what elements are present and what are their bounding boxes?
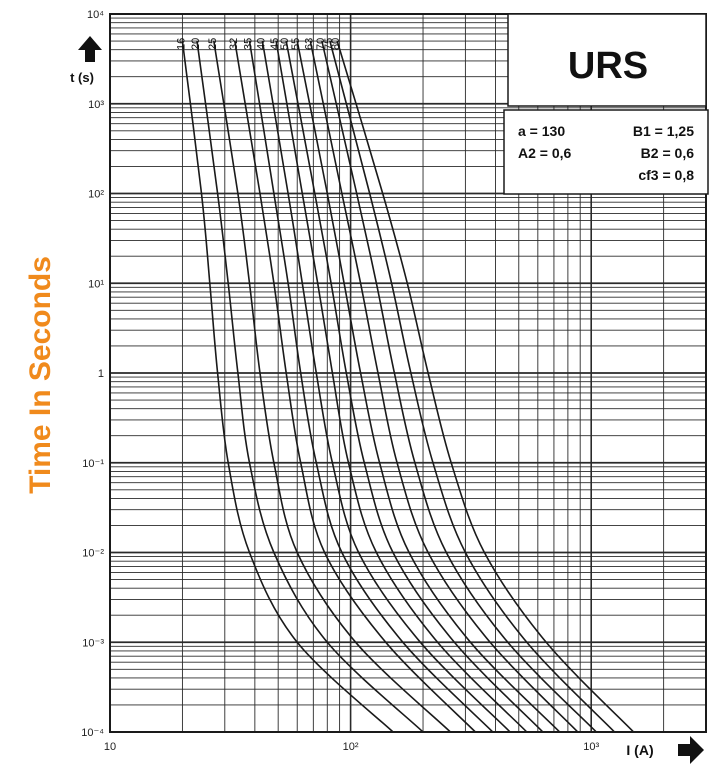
y-tick-label: 10² — [88, 189, 104, 201]
y-tick-label: 10⁻¹ — [82, 458, 104, 470]
curve-label-80: 80 — [330, 38, 342, 50]
curve-label-20: 20 — [190, 38, 202, 50]
curve-80 — [336, 40, 635, 733]
x-tick-label: 10³ — [583, 741, 599, 753]
curve-label-16: 16 — [175, 38, 187, 50]
curve-20 — [196, 40, 424, 733]
curve-32 — [234, 40, 476, 733]
param-a2: A2 = 0,6 — [518, 145, 572, 161]
curve-40 — [261, 40, 511, 733]
curve-16 — [181, 40, 394, 733]
curve-55 — [296, 40, 561, 733]
curve-label-32: 32 — [228, 38, 240, 50]
curve-50 — [285, 40, 544, 733]
y-tick-label: 10⁻³ — [82, 637, 104, 649]
curve-75 — [329, 40, 616, 733]
chart-title: URS — [568, 45, 648, 87]
arrow-up-icon — [78, 36, 102, 62]
curve-45 — [275, 40, 528, 733]
y-tick-label: 1 — [98, 368, 104, 380]
curve-25 — [213, 40, 451, 733]
x-tick-label: 10 — [104, 741, 116, 753]
curve-label-55: 55 — [290, 38, 302, 50]
curve-label-25: 25 — [207, 38, 219, 50]
curve-label-75: 75 — [323, 38, 335, 50]
y-tick-label: 10¹ — [88, 278, 104, 290]
curve-label-35: 35 — [243, 38, 255, 50]
curve-label-63: 63 — [303, 38, 315, 50]
x-axis-label: I (A) — [626, 742, 653, 758]
curve-label-70: 70 — [315, 38, 327, 50]
y-tick-labels: 10⁴ 10³ 10² 10¹ 1 10⁻¹ 10⁻² 10⁻³ 10⁻⁴ — [81, 9, 104, 739]
param-b1: B1 = 1,25 — [633, 123, 694, 139]
x-tick-labels: 10 10² 10³ — [104, 741, 600, 753]
side-axis-title: Time In Seconds — [24, 256, 57, 494]
y-tick-label: 10⁴ — [87, 9, 104, 21]
tripping-curves — [181, 40, 635, 733]
y-axis-label: t (s) — [70, 70, 94, 85]
param-a: a = 130 — [518, 123, 565, 139]
curve-label-40: 40 — [255, 38, 267, 50]
curve-label-50: 50 — [279, 38, 291, 50]
parameter-box: a = 130 B1 = 1,25 A2 = 0,6 B2 = 0,6 cf3 … — [503, 109, 709, 195]
y-tick-label: 10⁻² — [82, 548, 104, 560]
param-b2: B2 = 0,6 — [641, 145, 695, 161]
arrow-right-icon — [678, 736, 704, 764]
curve-35 — [248, 40, 494, 733]
curve-70 — [321, 40, 597, 733]
y-tick-label: 10³ — [88, 99, 104, 111]
x-tick-label: 10² — [343, 741, 359, 753]
param-cf3: cf3 = 0,8 — [638, 167, 694, 183]
title-box: URS — [507, 13, 707, 107]
curve-label-45: 45 — [269, 38, 281, 50]
plot-frame — [109, 13, 707, 733]
y-tick-label: 10⁻⁴ — [81, 727, 104, 739]
curve-63 — [309, 40, 579, 733]
